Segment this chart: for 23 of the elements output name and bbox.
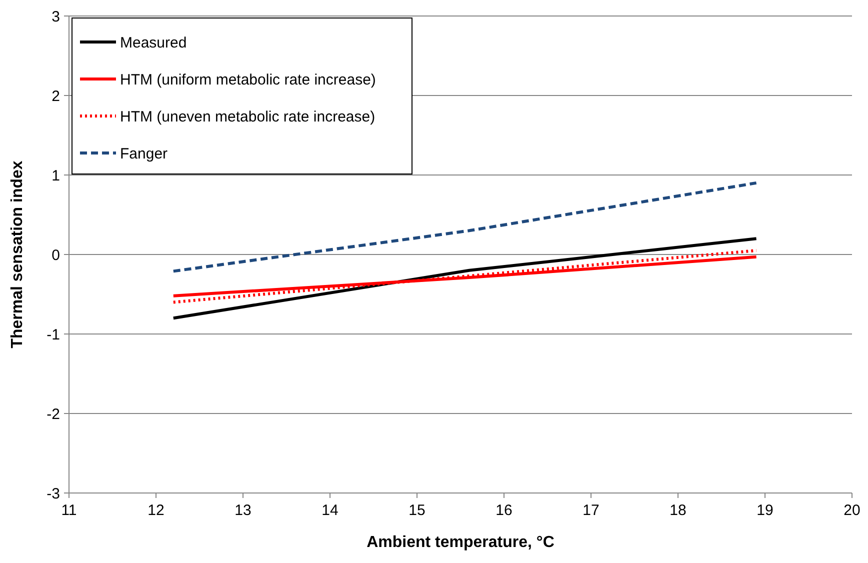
legend-label: HTM (uniform metabolic rate increase) bbox=[120, 71, 376, 88]
x-tick-label: 11 bbox=[61, 502, 77, 519]
x-tick-label: 20 bbox=[844, 502, 860, 519]
x-tick-label: 17 bbox=[582, 502, 600, 519]
y-tick-label: 0 bbox=[52, 246, 60, 264]
x-tick-label: 15 bbox=[408, 502, 426, 519]
y-tick-label: -2 bbox=[46, 406, 60, 423]
y-tick-label: 3 bbox=[52, 8, 60, 26]
x-tick-label: 12 bbox=[148, 502, 164, 519]
x-tick-label: 16 bbox=[496, 502, 512, 519]
x-tick-label: 19 bbox=[756, 502, 774, 519]
legend-label: HTM (uneven metabolic rate increase) bbox=[120, 108, 376, 126]
x-axis-title: Ambient temperature, °C bbox=[366, 534, 555, 551]
legend-label: Fanger bbox=[120, 145, 168, 162]
legend-label: Measured bbox=[120, 34, 187, 52]
y-tick-label: 1 bbox=[52, 167, 60, 184]
y-tick-label: -3 bbox=[46, 485, 60, 502]
y-axis-title: Thermal sensation index bbox=[9, 160, 26, 348]
y-tick-label: 2 bbox=[52, 88, 60, 105]
y-tick-label: -1 bbox=[46, 326, 60, 344]
x-tick-label: 13 bbox=[234, 502, 252, 519]
x-tick-label: 14 bbox=[322, 502, 338, 519]
x-tick-label: 18 bbox=[670, 502, 686, 519]
